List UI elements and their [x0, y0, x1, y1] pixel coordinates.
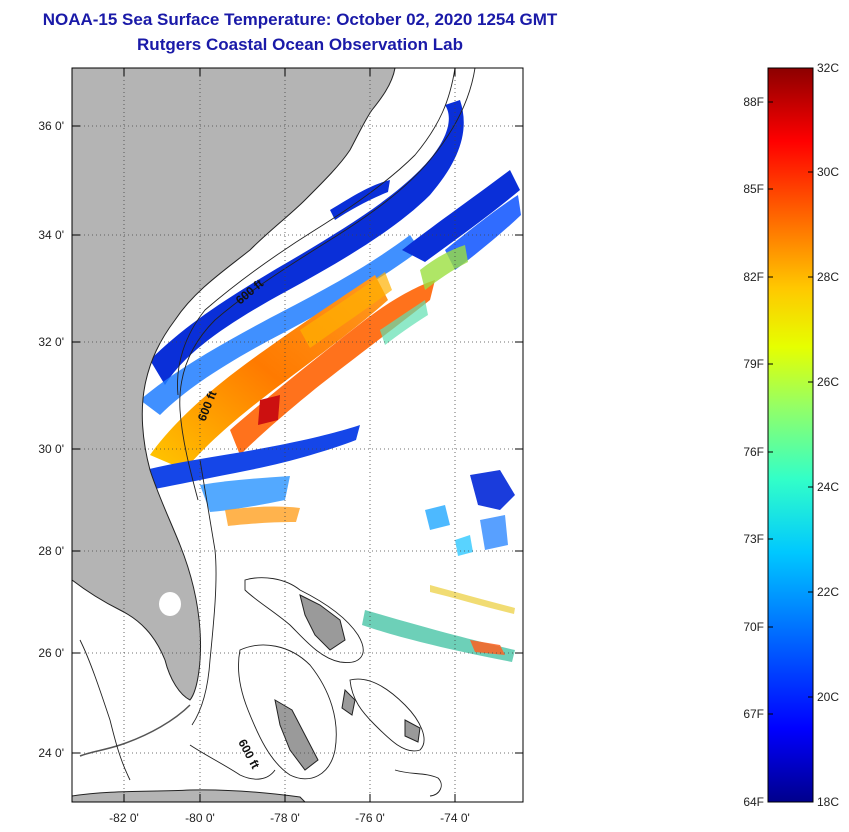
sst-cold-band	[150, 100, 464, 385]
map-frame	[71, 67, 524, 803]
colorbar-fahrenheit-label: 76F	[743, 445, 764, 459]
sst-map	[72, 68, 523, 802]
land-bahamas	[299, 594, 346, 651]
lat-label: 26 0'	[38, 646, 64, 660]
lon-label: -74 0'	[440, 811, 470, 825]
temperature-colorbar: 32C 30C 28C 26C 24C 22C 20C 18C 88F 85F …	[743, 61, 839, 809]
bathymetry-contours	[79, 68, 476, 797]
lon-label: -82 0'	[109, 811, 139, 825]
axis-ticks	[72, 68, 523, 802]
colorbar-celsius-label: 28C	[817, 270, 839, 284]
lon-label: -76 0'	[355, 811, 385, 825]
colorbar-fahrenheit-label: 79F	[743, 357, 764, 371]
colorbar-celsius-label: 24C	[817, 480, 839, 494]
colorbar-fahrenheit-label: 67F	[743, 707, 764, 721]
map-subtitle: Rutgers Coastal Ocean Observation Lab	[137, 35, 463, 54]
colorbar-celsius-label: 18C	[817, 795, 839, 809]
lat-label: 28 0'	[38, 544, 64, 558]
colorbar-fahrenheit-label: 82F	[743, 270, 764, 284]
colorbar-fahrenheit-label: 70F	[743, 620, 764, 634]
lat-label: 32 0'	[38, 335, 64, 349]
lat-label: 36 0'	[38, 119, 64, 133]
colorbar-celsius-label: 30C	[817, 165, 839, 179]
colorbar-fahrenheit-label: 85F	[743, 182, 764, 196]
colorbar-celsius-label: 32C	[817, 61, 839, 75]
colorbar-celsius-label: 22C	[817, 585, 839, 599]
colorbar-fahrenheit-label: 88F	[743, 95, 764, 109]
lon-label: -78 0'	[270, 811, 300, 825]
colorbar-celsius-label: 20C	[817, 690, 839, 704]
lon-label: -80 0'	[185, 811, 215, 825]
land-mainland	[72, 68, 396, 701]
colorbar-fahrenheit-label: 64F	[743, 795, 764, 809]
colorbar-fahrenheit-label: 73F	[743, 532, 764, 546]
lat-label: 24 0'	[38, 746, 64, 760]
colorbar-celsius-label: 26C	[817, 375, 839, 389]
map-title: NOAA-15 Sea Surface Temperature: October…	[42, 10, 558, 29]
lat-label: 34 0'	[38, 228, 64, 242]
lat-label: 30 0'	[38, 442, 64, 456]
land-cuba	[72, 789, 306, 802]
